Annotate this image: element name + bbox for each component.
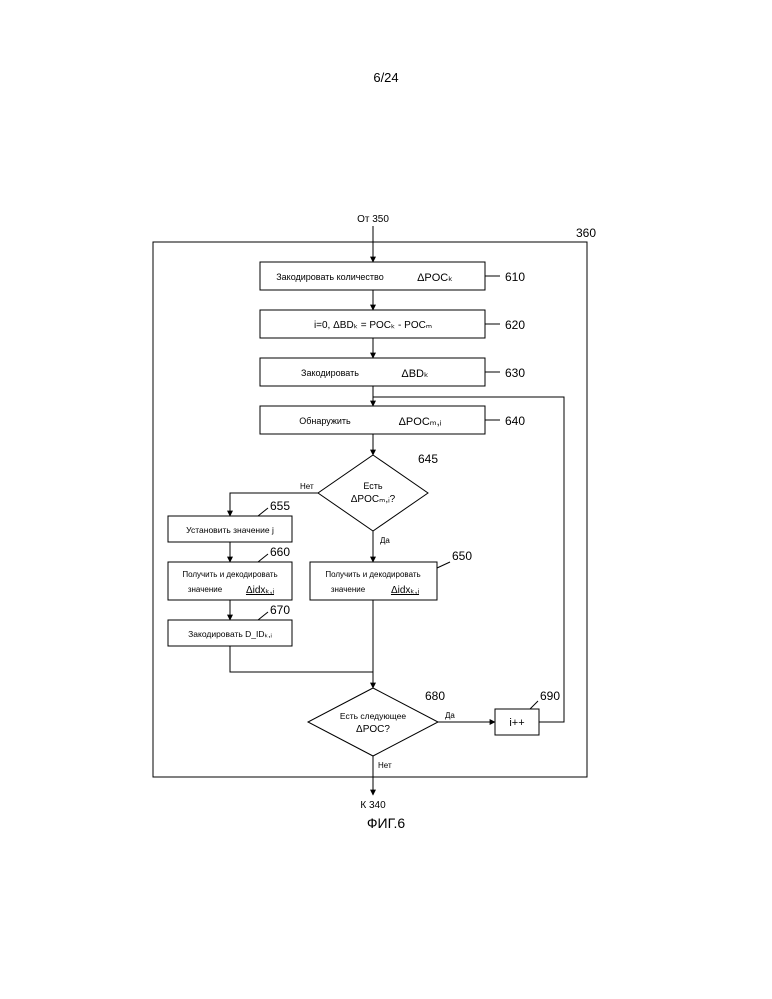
box-660-line2: значение — [188, 585, 223, 594]
box-655-text: Установить значение j — [186, 525, 274, 535]
ref-655: 655 — [270, 499, 290, 513]
ref-630: 630 — [505, 366, 525, 380]
box-620-text: i=0, ΔBDₖ = POCₖ - POCₘ — [314, 320, 432, 331]
edge-670-merge — [230, 646, 373, 672]
diamond-680-line1: Есть следующее — [340, 711, 406, 721]
ref-610: 610 — [505, 270, 525, 284]
box-640-text-left: Обнаружить — [299, 416, 351, 426]
ref-645: 645 — [418, 452, 438, 466]
box-610-text-right: ΔPOCₖ — [417, 272, 453, 284]
diamond-645-no: Нет — [300, 482, 314, 491]
box-640 — [260, 406, 485, 434]
diamond-645-yes: Да — [380, 536, 390, 545]
box-630 — [260, 358, 485, 386]
box-650-line1: Получить и декодировать — [325, 570, 420, 579]
diamond-680-line2: ΔPOC? — [356, 724, 390, 735]
box-630-text-left: Закодировать — [301, 368, 359, 378]
diamond-680-no: Нет — [378, 761, 392, 770]
box-650-line2b: Δidxₖ,ᵢ — [391, 585, 419, 596]
diamond-645-line1: Есть — [363, 481, 383, 491]
diamond-680-yes: Да — [445, 711, 455, 720]
to-label: К 340 — [360, 800, 386, 811]
ref-640: 640 — [505, 414, 525, 428]
diamond-645-line2: ΔPOCₘ,ᵢ? — [351, 494, 396, 505]
box-670-text: Закодировать D_IDₖ,ᵢ — [188, 629, 272, 639]
ref-680: 680 — [425, 689, 445, 703]
box-610-text-left: Закодировать количество — [276, 272, 384, 282]
container-ref: 360 — [576, 226, 596, 240]
ref-690: 690 — [540, 689, 560, 703]
box-690-text: i++ — [509, 717, 524, 729]
ref-670: 670 — [270, 603, 290, 617]
from-label: От 350 — [357, 214, 389, 225]
diamond-645 — [318, 455, 428, 531]
ref-650: 650 — [452, 549, 472, 563]
ref-620: 620 — [505, 318, 525, 332]
page: 6/24 ФИГ.6 360 От 350 Закодировать колич… — [0, 0, 772, 999]
box-630-text-right: ΔBDₖ — [401, 368, 428, 380]
box-650-line2: значение — [331, 585, 366, 594]
flowchart-svg: 360 От 350 Закодировать количество ΔPOCₖ… — [0, 0, 772, 999]
box-660-line2b: Δidxₖ,ᵢ — [246, 585, 274, 596]
diamond-680 — [308, 688, 438, 756]
box-640-text-right: ΔPOCₘ,ᵢ — [399, 416, 442, 428]
ref-660: 660 — [270, 545, 290, 559]
box-660-line1: Получить и декодировать — [182, 570, 277, 579]
